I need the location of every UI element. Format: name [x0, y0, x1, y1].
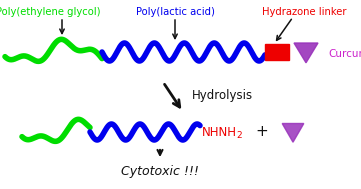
Text: Poly(lactic acid): Poly(lactic acid): [136, 7, 214, 17]
Text: Curcumin: Curcumin: [328, 49, 361, 59]
Text: +: +: [256, 125, 268, 139]
Polygon shape: [294, 43, 318, 63]
Text: Poly(ethylene glycol): Poly(ethylene glycol): [0, 7, 100, 17]
Text: Hydrazone linker: Hydrazone linker: [262, 7, 346, 17]
Text: Hydrolysis: Hydrolysis: [192, 90, 253, 102]
Text: Cytotoxic !!!: Cytotoxic !!!: [121, 164, 199, 177]
Polygon shape: [282, 123, 304, 142]
Text: NHNH: NHNH: [202, 126, 237, 139]
Bar: [265, 44, 289, 60]
Text: 2: 2: [236, 132, 242, 140]
